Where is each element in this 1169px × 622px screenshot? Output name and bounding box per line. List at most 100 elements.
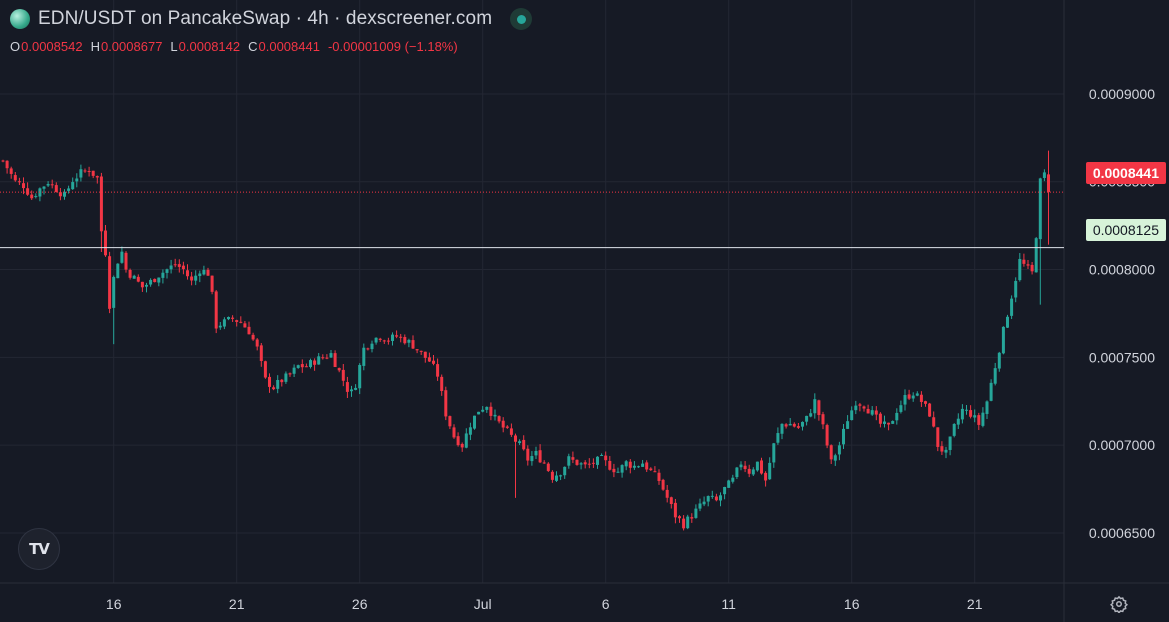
candle-body xyxy=(530,456,534,462)
candle-body xyxy=(862,406,866,409)
candle-body xyxy=(210,275,214,292)
candle-body xyxy=(423,351,427,358)
candle-body xyxy=(374,337,378,343)
candle-body xyxy=(194,275,198,281)
candle-body xyxy=(649,468,653,471)
candle-body xyxy=(542,462,546,464)
candle-body xyxy=(296,365,300,368)
x-tick-label: 6 xyxy=(602,596,610,612)
candle-body xyxy=(846,421,850,429)
candle-body xyxy=(825,425,829,446)
candle-body xyxy=(26,188,30,195)
candle-body xyxy=(723,487,727,495)
candle-body xyxy=(432,360,435,364)
candle-body xyxy=(620,465,624,473)
candle-body xyxy=(1038,178,1042,240)
candle-body xyxy=(1001,326,1005,354)
gear-icon[interactable] xyxy=(1108,593,1130,615)
candle-body xyxy=(259,345,263,361)
candle-body xyxy=(382,340,386,342)
candle-body xyxy=(858,404,862,406)
candle-body xyxy=(235,320,239,322)
candle-body xyxy=(378,338,382,340)
candle-body xyxy=(366,348,370,350)
x-tick-label: 11 xyxy=(721,596,736,612)
candle-body xyxy=(79,169,83,178)
candle-body xyxy=(358,364,362,389)
ohlc-change: -0.00001009 (−1.18%) xyxy=(327,39,458,54)
candle-body xyxy=(792,423,796,427)
candle-body xyxy=(788,423,792,426)
candle-body xyxy=(87,171,91,173)
candle-body xyxy=(637,466,640,468)
candle-body xyxy=(944,449,948,453)
live-dot-icon[interactable] xyxy=(510,8,533,30)
candle-body xyxy=(403,337,407,344)
x-tick-label: Jul xyxy=(474,596,492,612)
x-tick-label: 16 xyxy=(844,596,860,612)
candle-body xyxy=(887,422,891,425)
candle-body xyxy=(399,336,403,338)
candle-body xyxy=(58,192,62,197)
candle-body xyxy=(173,264,177,266)
candle-body xyxy=(243,323,247,328)
candle-body xyxy=(747,468,751,474)
candle-body xyxy=(714,496,718,501)
candle-body xyxy=(247,326,251,335)
candle-body xyxy=(198,273,202,277)
candle-body xyxy=(641,463,645,467)
candle-body xyxy=(448,416,452,427)
candle-body xyxy=(341,369,345,381)
candle-body xyxy=(735,467,739,478)
candle-body xyxy=(444,390,448,417)
candle-body xyxy=(222,319,226,327)
tradingview-logo[interactable]: TV xyxy=(18,528,60,570)
candle-body xyxy=(870,410,874,415)
candle-body xyxy=(801,421,804,427)
candle-body xyxy=(1006,316,1009,328)
candle-body xyxy=(124,252,128,270)
candle-body xyxy=(546,463,550,471)
candle-body xyxy=(739,464,743,468)
candle-body xyxy=(505,426,509,428)
candle-body xyxy=(63,191,66,197)
candle-body xyxy=(509,428,513,435)
candle-body xyxy=(1026,264,1030,266)
chart-title: EDN/USDT on PancakeSwap · 4h · dexscreen… xyxy=(38,8,493,29)
candle-body xyxy=(419,350,423,352)
candle-body xyxy=(489,406,493,416)
crosshair-price-tag: 0.0008125 xyxy=(1085,219,1166,241)
candle-body xyxy=(452,427,456,438)
candle-body xyxy=(181,265,185,270)
candle-body xyxy=(95,176,99,178)
candle-body xyxy=(83,170,87,172)
candle-body xyxy=(591,462,595,464)
candle-body xyxy=(534,450,538,456)
candle-body xyxy=(911,395,915,399)
candle-body xyxy=(485,406,489,410)
candle-body xyxy=(878,413,882,424)
candle-body xyxy=(936,427,940,447)
candle-body xyxy=(751,469,755,475)
candle-body xyxy=(477,411,481,415)
candle-body xyxy=(1014,280,1018,298)
candle-body xyxy=(1010,298,1014,316)
candle-body xyxy=(1034,238,1038,273)
candle-body xyxy=(395,335,399,337)
candle-body xyxy=(583,462,587,465)
candle-body xyxy=(67,188,71,191)
candle-body xyxy=(116,263,120,279)
candle-body xyxy=(30,194,34,199)
candle-body xyxy=(678,516,681,519)
candle-body xyxy=(460,443,464,448)
candle-body xyxy=(731,477,735,482)
candle-body xyxy=(239,321,243,323)
candle-body xyxy=(202,269,206,275)
candle-body xyxy=(673,502,677,518)
candle-body xyxy=(317,356,321,365)
candle-body xyxy=(522,439,526,450)
candle-body xyxy=(719,495,722,501)
candle-body xyxy=(473,415,476,429)
candle-body xyxy=(624,461,628,467)
